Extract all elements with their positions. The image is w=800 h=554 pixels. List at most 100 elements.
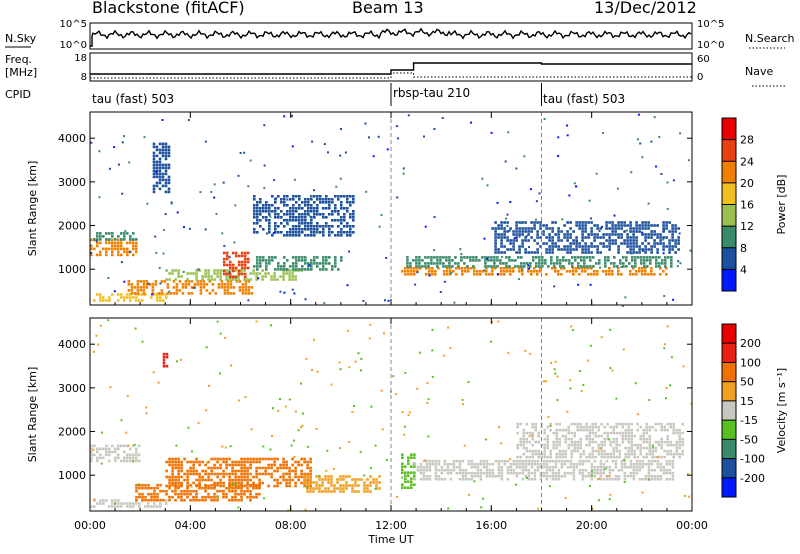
range-gate-cell — [549, 455, 552, 459]
range-gate-cell — [671, 245, 674, 248]
range-gate-cell — [521, 462, 525, 466]
range-gate-cell — [657, 443, 660, 447]
range-gate-cell — [418, 262, 421, 265]
range-gate-cell — [688, 159, 690, 162]
range-gate-cell — [503, 462, 507, 466]
range-gate-cell — [285, 472, 288, 476]
range-gate-cell — [240, 266, 244, 270]
range-gate-cell — [234, 278, 237, 281]
range-gate-cell — [283, 291, 286, 294]
range-gate-cell — [187, 283, 191, 286]
range-gate-cell — [671, 230, 674, 233]
range-gate-cell — [504, 160, 507, 163]
range-gate-cell — [343, 216, 346, 219]
range-gate-cell — [638, 465, 642, 469]
range-gate-cell — [186, 495, 189, 499]
range-gate-cell — [578, 245, 581, 248]
range-gate-cell — [120, 232, 123, 235]
range-gate-cell — [611, 227, 614, 230]
range-gate-cell — [617, 248, 620, 251]
range-gate-cell — [385, 459, 388, 462]
range-gate-cell — [159, 293, 162, 296]
range-gate-cell — [579, 446, 582, 450]
range-gate-cell — [340, 259, 343, 262]
range-gate-cell — [295, 195, 298, 198]
range-gate-cell — [629, 459, 633, 463]
range-gate-cell — [352, 198, 355, 201]
range-gate-cell — [611, 270, 614, 273]
range-gate-cell — [282, 278, 285, 281]
range-gate-cell — [545, 242, 548, 245]
range-gate-cell — [644, 227, 647, 230]
range-gate-cell — [234, 469, 237, 473]
range-gate-cell — [533, 251, 536, 254]
range-gate-cell — [647, 465, 651, 469]
range-gate-cell — [629, 248, 632, 251]
range-gate-cell — [508, 256, 511, 259]
range-gate-cell — [307, 225, 310, 228]
range-gate-cell — [152, 187, 156, 191]
range-gate-cell — [451, 259, 454, 262]
range-gate-cell — [198, 472, 201, 476]
range-gate-cell — [551, 471, 555, 475]
range-gate-cell — [506, 230, 509, 233]
range-gate-cell — [201, 475, 204, 479]
range-gate-cell — [225, 251, 229, 255]
range-gate-cell — [644, 267, 647, 270]
range-gate-cell — [292, 210, 295, 213]
range-gate-cell — [401, 456, 404, 459]
range-gate-cell — [162, 358, 166, 362]
range-gate-cell — [589, 265, 592, 268]
range-gate-cell — [570, 449, 573, 453]
range-gate-cell — [557, 245, 560, 248]
range-gate-cell — [590, 230, 593, 233]
range-gate-cell — [569, 465, 573, 469]
range-gate-cell — [352, 213, 355, 216]
range-gate-cell — [322, 265, 325, 268]
range-gate-cell — [620, 462, 624, 466]
range-gate-cell — [538, 259, 541, 262]
range-gate-cell — [623, 465, 627, 469]
range-gate-cell — [404, 477, 407, 480]
range-gate-cell — [167, 151, 171, 155]
range-gate-cell — [563, 471, 567, 475]
range-gate-cell — [647, 224, 650, 227]
range-gate-cell — [300, 481, 303, 485]
range-gate-cell — [130, 283, 134, 286]
range-gate-cell — [543, 118, 546, 120]
range-gate-cell — [524, 230, 527, 233]
range-gate-cell — [174, 489, 177, 493]
range-gate-cell — [664, 265, 667, 268]
range-gate-cell — [551, 465, 555, 469]
range-gate-cell — [183, 226, 185, 229]
range-gate-cell — [219, 484, 222, 488]
range-gate-cell — [401, 471, 404, 474]
range-gate-cell — [537, 449, 540, 453]
range-gate-cell — [512, 245, 515, 248]
range-gate-cell — [313, 225, 316, 228]
range-gate-cell — [597, 446, 600, 450]
range-gate-cell — [587, 267, 590, 270]
range-gate-cell — [549, 452, 552, 456]
range-gate-cell — [204, 228, 207, 231]
range-gate-cell — [416, 468, 420, 472]
range-gate-cell — [644, 270, 647, 273]
range-gate-cell — [150, 498, 153, 502]
range-gate-cell — [377, 135, 380, 138]
range-gate-cell — [659, 267, 662, 270]
range-gate-cell — [165, 293, 168, 296]
range-gate-cell — [161, 151, 165, 155]
range-gate-cell — [346, 198, 349, 201]
range-gate-cell — [282, 475, 285, 479]
range-gate-cell — [199, 289, 203, 292]
range-gate-cell — [554, 459, 558, 463]
range-gate-cell — [569, 227, 572, 230]
range-gate-cell — [674, 239, 677, 242]
range-gate-cell — [202, 283, 206, 286]
range-gate-cell — [165, 460, 168, 464]
range-gate-cell — [90, 238, 93, 242]
range-gate-cell — [262, 210, 265, 213]
range-gate-cell — [171, 457, 174, 461]
range-gate-cell — [615, 443, 618, 447]
range-gate-cell — [340, 256, 343, 259]
